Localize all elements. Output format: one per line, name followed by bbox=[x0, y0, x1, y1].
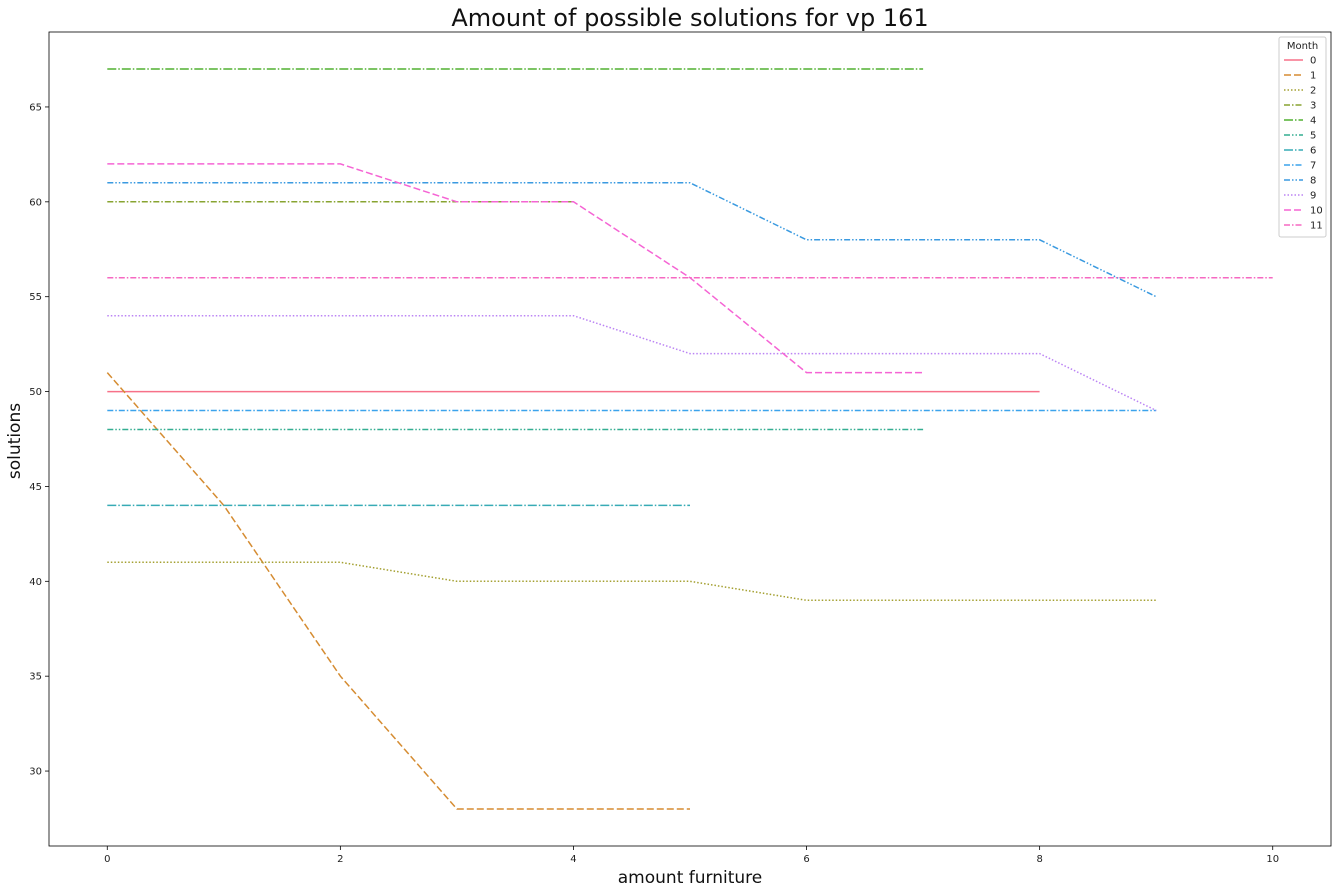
y-tick-label: 35 bbox=[29, 672, 42, 683]
y-tick-label: 50 bbox=[29, 387, 42, 398]
y-axis-ticks: 30 35 40 45 50 55 60 65 bbox=[29, 102, 49, 778]
x-tick-label: 0 bbox=[104, 854, 110, 865]
y-tick-label: 55 bbox=[29, 292, 42, 303]
legend-label-9: 9 bbox=[1310, 191, 1316, 202]
plot-frame bbox=[48, 31, 1332, 847]
legend-label-1: 1 bbox=[1310, 71, 1316, 82]
legend-label-8: 8 bbox=[1310, 176, 1316, 187]
y-tick-label: 65 bbox=[29, 102, 42, 113]
legend-label-2: 2 bbox=[1310, 86, 1316, 97]
x-tick-label: 10 bbox=[1266, 854, 1279, 865]
legend-label-7: 7 bbox=[1310, 161, 1316, 172]
legend: Month 0 1 2 3 4 5 6 7 8 9 10 11 bbox=[1278, 36, 1327, 238]
series-line-8 bbox=[107, 182, 1157, 298]
legend-label-5: 5 bbox=[1310, 131, 1316, 142]
y-tick-label: 45 bbox=[29, 482, 42, 493]
chart-title: Amount of possible solutions for vp 161 bbox=[451, 4, 928, 32]
legend-label-6: 6 bbox=[1310, 146, 1316, 157]
legend-label-0: 0 bbox=[1310, 56, 1316, 67]
x-tick-label: 8 bbox=[1036, 854, 1042, 865]
y-tick-label: 40 bbox=[29, 577, 42, 588]
x-tick-label: 2 bbox=[337, 854, 343, 865]
x-axis-ticks: 0 2 4 6 8 10 bbox=[104, 846, 1279, 865]
legend-label-3: 3 bbox=[1310, 101, 1316, 112]
legend-box bbox=[1278, 36, 1327, 238]
series-layer bbox=[106, 68, 1273, 810]
series-line-10 bbox=[107, 163, 924, 374]
series-line-2 bbox=[107, 561, 1157, 602]
y-axis-label: solutions bbox=[5, 403, 25, 479]
x-axis-label: amount furniture bbox=[618, 868, 762, 888]
x-tick-label: 6 bbox=[803, 854, 809, 865]
legend-label-10: 10 bbox=[1310, 206, 1323, 217]
y-tick-label: 30 bbox=[29, 767, 42, 778]
legend-label-4: 4 bbox=[1310, 116, 1316, 127]
x-tick-label: 4 bbox=[570, 854, 576, 865]
series-line-1 bbox=[106, 372, 690, 810]
y-tick-label: 60 bbox=[29, 197, 42, 208]
legend-label-11: 11 bbox=[1310, 221, 1323, 232]
legend-title: Month bbox=[1287, 41, 1318, 52]
